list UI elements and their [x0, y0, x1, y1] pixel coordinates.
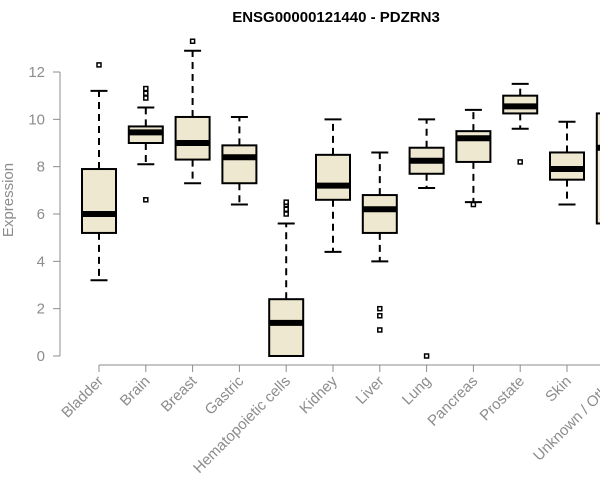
- outlier-point: [423, 353, 430, 359]
- box-liver: [361, 151, 398, 333]
- y-tick-label: 0: [37, 348, 45, 365]
- box-iqr: [595, 112, 600, 225]
- x-tick-label: Gastric: [202, 372, 248, 418]
- box-brain: [127, 85, 164, 203]
- outlier-point: [283, 199, 289, 205]
- box-iqr: [361, 194, 398, 234]
- box-gastric: [221, 115, 258, 206]
- box-iqr: [315, 153, 351, 201]
- outlier-point: [470, 201, 477, 208]
- outlier-point: [143, 90, 149, 97]
- box-skin: [549, 120, 585, 206]
- box-unknown-other: [595, 112, 600, 225]
- box-iqr: [221, 144, 258, 185]
- x-tick-label: Bladder: [58, 373, 107, 422]
- x-tick-label: Pancreas: [424, 373, 481, 430]
- axes: 0 2 4 6 8 10 12: [28, 64, 600, 372]
- box-kidney: [315, 118, 351, 253]
- x-tick-label: Breast: [158, 372, 201, 415]
- x-tick-label: Prostate: [476, 373, 528, 425]
- box-bladder: [81, 62, 117, 282]
- box-hematopoietic-cells: [268, 199, 305, 358]
- outlier-point: [96, 62, 102, 68]
- outlier-point: [143, 197, 149, 203]
- box-iqr: [174, 115, 211, 161]
- outlier-point: [377, 313, 383, 319]
- box-breast: [174, 38, 211, 185]
- y-tick-label: 12: [28, 64, 45, 81]
- x-tick-label: Lung: [399, 373, 435, 409]
- outlier-point: [377, 305, 383, 312]
- outlier-point: [283, 211, 289, 217]
- outlier-point: [143, 85, 149, 92]
- y-tick-label: 10: [28, 111, 45, 128]
- chart-title: ENSG00000121440 - PDZRN3: [232, 9, 440, 26]
- x-tick-label: Brain: [117, 373, 154, 410]
- box-iqr: [268, 298, 305, 358]
- y-tick-label: 2: [37, 301, 45, 318]
- box-iqr: [81, 168, 117, 234]
- boxes: [81, 38, 600, 359]
- box-lung: [408, 118, 445, 359]
- x-tick-label: Skin: [542, 373, 575, 406]
- outlier-point: [377, 327, 383, 333]
- box-prostate: [502, 82, 539, 165]
- y-tick-label: 4: [37, 253, 45, 270]
- outlier-point: [143, 95, 149, 101]
- box-pancreas: [455, 108, 492, 208]
- y-tick-label: 8: [37, 159, 45, 176]
- x-tick-label: Liver: [353, 373, 388, 408]
- outlier-point: [517, 159, 523, 165]
- outlier-point: [189, 38, 196, 44]
- x-tick-label: Kidney: [296, 372, 341, 417]
- y-tick-label: 6: [37, 206, 45, 223]
- y-axis-label: Expression: [0, 163, 17, 237]
- outlier-point: [283, 206, 289, 213]
